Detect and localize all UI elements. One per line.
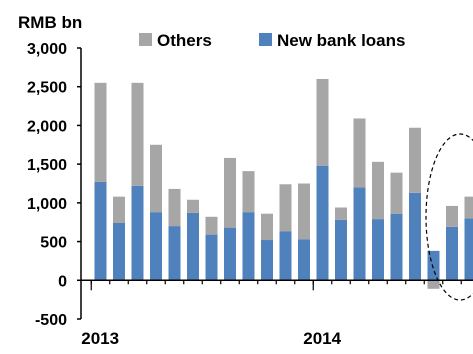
bar-segment-new-bank-loans: [464, 218, 473, 281]
x-axis-tick-labels: 2013 2014: [81, 329, 341, 348]
y-tick-label: 2,500: [27, 80, 67, 97]
legend-swatch-new-bank-loans: [259, 33, 272, 46]
unit-label: RMB bn: [18, 13, 82, 32]
bar-segment-new-bank-loans: [279, 231, 292, 281]
bar-segment-others: [446, 205, 458, 227]
bar-segment-new-bank-loans: [390, 213, 403, 281]
bar-segment-new-bank-loans: [446, 226, 458, 281]
y-tick-label: 0: [58, 273, 67, 290]
bar-segment-others: [409, 127, 421, 193]
bar-segment-new-bank-loans: [187, 212, 199, 281]
y-tick-label: -500: [35, 312, 67, 329]
bar-segment-new-bank-loans: [316, 165, 329, 281]
legend-label-new-bank-loans: New bank loans: [277, 31, 405, 50]
bar-segment-others: [205, 216, 218, 235]
bar-segment-others: [261, 213, 273, 241]
bar-segment-new-bank-loans: [242, 212, 255, 281]
x-tick-label-year: 2013: [81, 329, 119, 348]
bar-segment-others: [316, 78, 329, 166]
bar-segment-new-bank-loans: [353, 187, 366, 281]
legend-label-others: Others: [157, 31, 212, 50]
bar-segment-new-bank-loans: [113, 222, 125, 281]
bar-segment-others: [372, 161, 384, 220]
bar-segment-others: [94, 82, 107, 182]
bar-segment-new-bank-loans: [205, 234, 218, 281]
bar-segment-others: [464, 196, 473, 219]
bar-segment-others: [150, 144, 162, 213]
bar-segment-new-bank-loans: [427, 250, 440, 281]
bar-segment-new-bank-loans: [168, 226, 181, 281]
bar-segment-others: [242, 171, 255, 213]
y-tick-label: 500: [40, 235, 67, 252]
y-tick-label: 1,000: [27, 196, 67, 213]
y-tick-label: 2,000: [27, 118, 67, 135]
bar-segment-others: [168, 188, 181, 227]
bar-segment-others: [187, 199, 199, 213]
bar-segment-new-bank-loans: [224, 227, 236, 281]
highlight-annotation: [425, 133, 473, 301]
bars: [94, 78, 473, 289]
legend-swatch-others: [139, 33, 152, 46]
x-tick-label-year: 2014: [303, 329, 341, 348]
bar-segment-others: [224, 157, 236, 228]
bar-segment-new-bank-loans: [261, 240, 273, 281]
legend: Others New bank loans: [139, 31, 405, 50]
bar-segment-new-bank-loans: [150, 212, 162, 281]
bar-segment-new-bank-loans: [94, 181, 107, 281]
y-axis-tick-labels: 3,000 2,500 2,000 1,500 1,000 500 0 -500: [27, 41, 67, 329]
bar-segment-others: [279, 184, 292, 232]
bar-segment-new-bank-loans: [131, 185, 144, 281]
dashed-highlight-ellipse: [425, 133, 473, 301]
y-tick-label: 3,000: [27, 41, 67, 58]
bar-segment-others: [113, 196, 125, 223]
y-tick-label: 1,500: [27, 157, 67, 174]
bar-segment-new-bank-loans: [409, 192, 421, 281]
bar-segment-new-bank-loans: [298, 239, 310, 281]
bar-segment-others: [298, 183, 310, 240]
bar-segment-others: [427, 280, 440, 289]
bar-segment-others: [390, 172, 403, 214]
bar-segment-new-bank-loans: [372, 219, 384, 281]
bar-segment-others: [335, 207, 347, 220]
axes: [77, 47, 473, 320]
bar-segment-others: [353, 118, 366, 188]
bar-segment-new-bank-loans: [335, 219, 347, 281]
bar-segment-others: [131, 82, 144, 186]
